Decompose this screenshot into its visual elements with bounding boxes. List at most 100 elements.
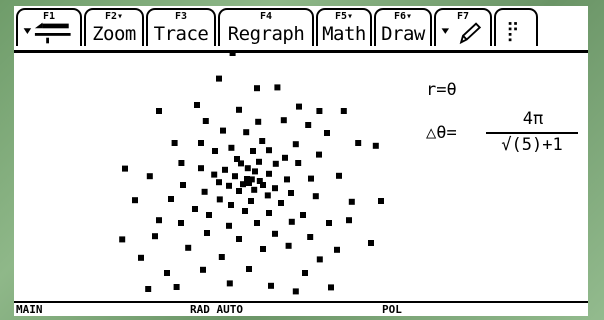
plot-point <box>260 182 266 188</box>
fkey-label: F3 <box>174 11 188 22</box>
plot-point <box>300 212 306 218</box>
tab-f1-tools[interactable]: F1 <box>16 8 82 46</box>
plot-point <box>243 129 250 136</box>
plot-point <box>122 165 128 172</box>
plot-point <box>194 102 200 108</box>
plot-point <box>355 140 362 146</box>
plot-point <box>119 236 126 243</box>
plot-point <box>252 168 258 175</box>
polar-point-plot[interactable] <box>14 53 588 301</box>
fkey-label: F7 <box>456 11 470 22</box>
plot-point <box>246 266 252 272</box>
plot-point <box>242 208 248 214</box>
fkey-label: F2▾ <box>104 11 124 22</box>
plot-point <box>218 254 225 260</box>
plot-point <box>206 212 212 218</box>
plot-point <box>307 234 314 240</box>
fraction-bar <box>486 132 578 134</box>
plot-point <box>316 256 323 263</box>
toolbox-icon <box>23 22 71 44</box>
tab-f5-math[interactable]: F5▾ Math <box>316 8 372 46</box>
plot-point <box>316 151 322 158</box>
plot-point <box>255 118 262 125</box>
plot-point <box>146 173 153 180</box>
toolbar: F1 F2▾ Zoom F3 Trace F4 Regraph F5▾ Math <box>14 6 588 53</box>
plot-point <box>198 140 204 146</box>
plot-point <box>204 230 210 236</box>
plot-point <box>326 220 332 226</box>
tab-f4-regraph[interactable]: F4 Regraph <box>218 8 314 46</box>
tab-f3-trace[interactable]: F3 Trace <box>146 8 216 46</box>
fkey-label: F5▾ <box>334 11 354 22</box>
plot-point <box>308 175 314 182</box>
plot-point <box>295 160 302 166</box>
plot-point <box>244 176 250 182</box>
plot-point <box>280 117 287 124</box>
plot-point <box>259 138 266 144</box>
plot-point <box>228 144 235 151</box>
plot-point <box>260 246 266 252</box>
equation-dtheta-label: △θ= <box>426 123 457 143</box>
plot-point <box>156 108 162 114</box>
plot-point <box>185 244 192 251</box>
plot-point <box>216 75 222 82</box>
plot-point <box>236 106 242 113</box>
plot-point <box>211 171 218 178</box>
plot-point <box>226 222 232 229</box>
plot-point <box>216 179 222 186</box>
plot-point <box>254 85 260 92</box>
plot-point <box>238 160 244 167</box>
plot-point <box>244 165 251 172</box>
plot-point <box>328 284 334 291</box>
plot-point <box>340 108 347 114</box>
plot-point <box>254 220 260 226</box>
equation-r: r=θ <box>426 80 457 100</box>
plot-point <box>346 217 352 224</box>
plot-point <box>178 220 184 226</box>
plot-point <box>236 236 242 242</box>
tab-more[interactable] <box>494 8 538 46</box>
plot-point <box>240 181 246 188</box>
plot-point <box>256 158 262 165</box>
plot-point <box>268 282 274 289</box>
plot-point <box>266 210 272 216</box>
status-bar: MAIN RAD AUTO POL <box>14 301 588 316</box>
plot-point <box>251 186 258 193</box>
plot-point <box>324 130 330 136</box>
plot-point <box>296 103 302 110</box>
plot-point <box>368 240 374 246</box>
tab-f2-zoom[interactable]: F2▾ Zoom <box>84 8 144 46</box>
fkey-label: F6▾ <box>393 11 413 22</box>
plot-point <box>284 176 290 183</box>
plot-point <box>168 196 174 202</box>
tab-label: Trace <box>153 23 209 45</box>
plot-point <box>229 53 236 56</box>
plot-point <box>282 154 288 161</box>
plot-point <box>288 218 295 225</box>
tab-label: Math <box>322 23 366 45</box>
plot-point <box>152 233 158 240</box>
plot-point <box>372 142 379 149</box>
plot-point <box>201 188 208 195</box>
plot-point <box>266 170 272 177</box>
tab-f7-pencil[interactable]: F7 <box>434 8 492 46</box>
plot-point <box>288 190 294 196</box>
plot-point <box>226 182 232 189</box>
plot-point <box>292 141 299 148</box>
fkey-label: F1 <box>42 11 56 22</box>
plot-point <box>272 230 278 237</box>
plot-point <box>272 185 278 192</box>
plot-point <box>132 197 138 204</box>
tab-label: Zoom <box>92 23 136 45</box>
tab-f6-draw[interactable]: F6▾ Draw <box>374 8 432 46</box>
plot-point <box>173 284 180 290</box>
tab-label: Regraph <box>227 23 305 45</box>
plot-point <box>202 118 209 124</box>
equation-denominator: √(5)+1 <box>501 135 563 155</box>
fkey-label: F4 <box>259 11 273 22</box>
plot-point <box>334 246 340 253</box>
plot-point <box>220 127 226 134</box>
plot-point <box>248 176 255 183</box>
plot-point <box>145 286 152 292</box>
plot-point <box>266 147 272 154</box>
